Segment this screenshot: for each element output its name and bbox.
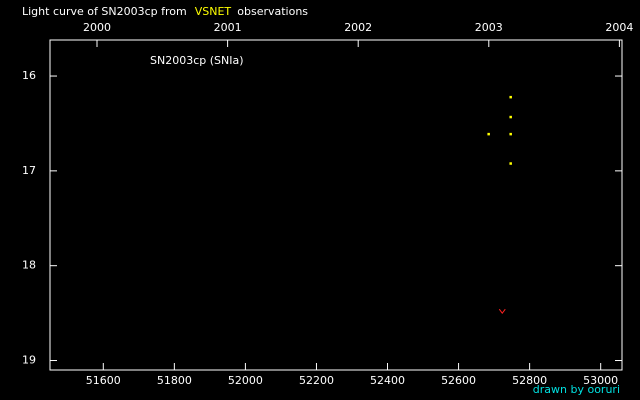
data-point (509, 162, 512, 165)
y-tick-label: 17 (22, 164, 36, 177)
x2-tick-label: 2002 (344, 21, 372, 34)
x-tick-label: 51800 (157, 374, 192, 387)
plot-frame (49, 39, 623, 371)
upper-limit-point (498, 308, 506, 315)
x-tick-label: 51600 (86, 374, 121, 387)
y-tick-label: 19 (22, 354, 36, 367)
annotation: SN2003cp (SNIa) (150, 54, 244, 67)
data-point (487, 132, 490, 136)
data-point (509, 115, 512, 119)
data-point (509, 132, 512, 136)
title-part: observations (237, 5, 308, 18)
x2-tick-label: 2004 (605, 21, 633, 34)
x-tick-label: 52800 (512, 374, 547, 387)
x2-tick-label: 2000 (83, 21, 111, 34)
x-tick-label: 52000 (228, 374, 263, 387)
x2-tick-label: 2001 (214, 21, 242, 34)
x-tick-label: 52600 (441, 374, 476, 387)
x-tick-label: 53000 (583, 374, 618, 387)
x2-tick-label: 2003 (475, 21, 503, 34)
x-tick-label: 52200 (299, 374, 334, 387)
x-tick-label: 52400 (370, 374, 405, 387)
credit: drawn by ooruri (533, 383, 620, 396)
title-part: Light curve of SN2003cp from (22, 5, 187, 18)
y-tick-label: 18 (22, 259, 36, 272)
y-tick-label: 16 (22, 69, 36, 82)
title-part: VSNET (195, 5, 232, 18)
chart-title: Light curve of SN2003cp from VSNET observa… (22, 5, 308, 18)
data-point (509, 95, 512, 99)
